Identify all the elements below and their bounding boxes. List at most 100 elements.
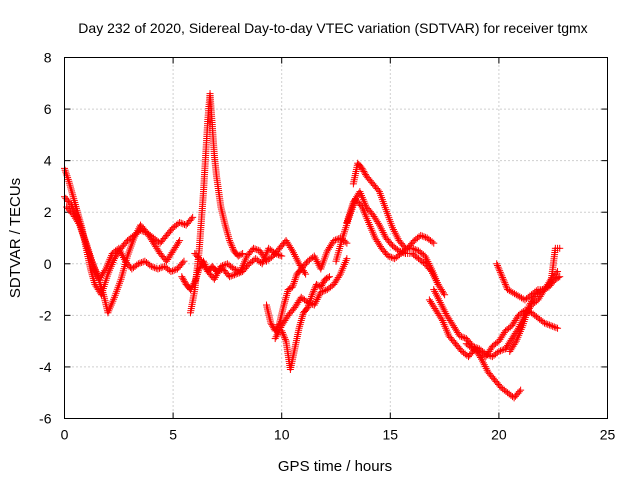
data-point bbox=[201, 261, 209, 269]
data-point bbox=[267, 253, 275, 261]
data-point bbox=[386, 253, 394, 261]
data-point bbox=[213, 268, 221, 276]
data-point bbox=[437, 315, 445, 323]
data-point bbox=[69, 191, 77, 199]
data-point bbox=[170, 266, 178, 274]
data-point bbox=[428, 238, 436, 246]
x-tick-label: 10 bbox=[274, 427, 290, 443]
data-point bbox=[287, 245, 295, 253]
data-point bbox=[411, 246, 419, 254]
data-point bbox=[400, 249, 408, 257]
data-point bbox=[68, 187, 76, 195]
data-point bbox=[188, 282, 196, 290]
data-point bbox=[541, 319, 549, 327]
data-point bbox=[359, 166, 367, 174]
data-point bbox=[280, 332, 288, 340]
data-point bbox=[307, 300, 315, 308]
data-point bbox=[304, 298, 312, 306]
data-point bbox=[223, 227, 231, 235]
data-point bbox=[281, 297, 289, 305]
data-point bbox=[494, 263, 502, 271]
data-point bbox=[422, 233, 430, 241]
data-point bbox=[374, 186, 382, 194]
data-point bbox=[321, 275, 329, 283]
data-point bbox=[545, 321, 553, 329]
data-point bbox=[320, 287, 328, 295]
data-point bbox=[497, 347, 505, 355]
data-point bbox=[281, 334, 289, 342]
data-point bbox=[151, 264, 159, 272]
data-point bbox=[323, 274, 331, 282]
data-point bbox=[469, 345, 477, 353]
data-point bbox=[239, 249, 247, 257]
data-point bbox=[217, 266, 225, 274]
data-point bbox=[417, 231, 425, 239]
data-point bbox=[389, 254, 397, 262]
data-point bbox=[139, 258, 147, 266]
data-point bbox=[136, 259, 144, 267]
data-point bbox=[177, 219, 185, 227]
data-points bbox=[61, 90, 564, 402]
data-point bbox=[400, 243, 408, 251]
data-point bbox=[319, 278, 327, 286]
data-point bbox=[420, 233, 428, 241]
data-point bbox=[180, 277, 188, 285]
data-point bbox=[360, 167, 368, 175]
data-point bbox=[200, 259, 208, 267]
data-point bbox=[544, 320, 552, 328]
data-point bbox=[497, 270, 505, 278]
data-point bbox=[500, 277, 508, 285]
data-point bbox=[181, 220, 189, 228]
data-point bbox=[398, 248, 406, 256]
y-tick-label: 6 bbox=[44, 101, 52, 117]
data-point bbox=[457, 333, 465, 341]
data-point bbox=[496, 267, 504, 275]
data-point bbox=[200, 257, 208, 265]
data-point bbox=[187, 284, 195, 292]
data-point bbox=[67, 185, 75, 193]
data-point bbox=[187, 215, 195, 223]
data-point bbox=[62, 170, 70, 178]
data-point bbox=[547, 322, 555, 330]
data-point bbox=[253, 246, 261, 254]
data-point bbox=[413, 246, 421, 254]
data-point bbox=[550, 323, 558, 331]
data-point bbox=[302, 270, 310, 278]
data-point bbox=[179, 274, 187, 282]
data-point bbox=[325, 273, 333, 281]
data-point bbox=[318, 288, 326, 296]
data-point bbox=[502, 282, 510, 290]
data-point bbox=[196, 263, 204, 271]
data-point bbox=[554, 324, 562, 332]
y-tick-label: 0 bbox=[44, 256, 52, 272]
data-point bbox=[147, 262, 155, 270]
data-point bbox=[301, 268, 309, 276]
data-point bbox=[296, 322, 304, 330]
data-point bbox=[64, 174, 72, 182]
data-point bbox=[493, 260, 501, 268]
data-point bbox=[214, 267, 222, 275]
data-point bbox=[61, 166, 69, 174]
data-point bbox=[267, 319, 275, 327]
data-point bbox=[495, 347, 503, 355]
data-point bbox=[302, 259, 310, 267]
data-point bbox=[224, 231, 232, 239]
data-point bbox=[538, 286, 546, 294]
data-point bbox=[65, 177, 73, 185]
data-point bbox=[493, 262, 501, 270]
data-point bbox=[169, 267, 177, 275]
data-point bbox=[156, 264, 164, 272]
data-point bbox=[101, 267, 109, 275]
data-point bbox=[69, 193, 77, 201]
data-point bbox=[271, 249, 279, 257]
data-point bbox=[228, 242, 236, 250]
data-point bbox=[283, 291, 291, 299]
x-tick-label: 25 bbox=[600, 427, 616, 443]
data-point bbox=[62, 168, 70, 176]
data-point bbox=[298, 315, 306, 323]
data-point bbox=[227, 240, 235, 248]
data-point bbox=[229, 245, 237, 253]
data-point bbox=[281, 335, 289, 343]
data-point bbox=[234, 269, 242, 277]
data-point bbox=[230, 265, 238, 273]
